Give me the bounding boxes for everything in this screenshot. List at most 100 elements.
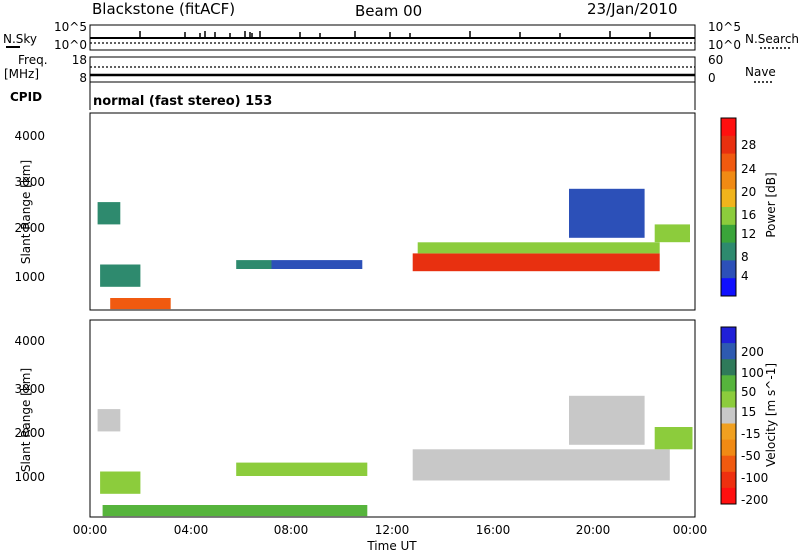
colorbar-swatch <box>721 455 736 473</box>
freq-tick-bottom: 8 <box>79 71 87 85</box>
velocity-ylabel: Slant Range [km] <box>19 368 33 472</box>
velocity-ytick-3000: 3000 <box>14 382 45 396</box>
power-colorbar <box>721 118 736 297</box>
power-colorbar-label: Power [dB] <box>764 172 778 237</box>
power-ylabel: Slant Range [km] <box>19 160 33 264</box>
velocity-panel-frame <box>89 319 696 518</box>
velocity-colorbar-label: Velocity [m s^-1] <box>764 363 778 467</box>
velocity-ytick-4000: 4000 <box>14 334 45 348</box>
noise-left-tick-top: 10^5 <box>54 20 87 34</box>
noise-spikes <box>139 31 651 38</box>
colorbar-swatch <box>721 189 736 208</box>
colorbar-swatch <box>721 153 736 172</box>
colorbar-swatch <box>721 391 736 408</box>
xtick-1200: 12:00 <box>375 523 410 537</box>
colorbar-swatch <box>721 260 736 279</box>
power-region <box>236 260 272 269</box>
power-cbar-tick-16: 16 <box>741 208 756 222</box>
cpid-value: normal (fast stereo) 153 <box>93 94 272 109</box>
power-panel-frame <box>89 112 696 311</box>
velocity-ytick-2000: 2000 <box>14 426 45 440</box>
velocity-cbar-tick-15: 15 <box>741 405 756 419</box>
colorbar-swatch <box>721 171 736 190</box>
colorbar-swatch <box>721 224 736 244</box>
velocity-ytick-1000: 1000 <box>14 470 45 484</box>
freq-panel: Freq. [MHz] 18 8 60 0 Nave <box>4 53 776 85</box>
power-region <box>100 264 141 287</box>
velocity-region <box>412 449 670 481</box>
xlabel: Time UT <box>366 539 417 553</box>
velocity-cbar-tick-50: 50 <box>741 385 756 399</box>
colorbar-swatch <box>721 471 736 489</box>
velocity-cbar-tick-n50: -50 <box>741 449 761 463</box>
velocity-cbar-tick-n200: -200 <box>741 493 768 507</box>
power-region <box>417 242 660 254</box>
power-panel: 1000 2000 3000 4000 Slant Range [km] 28 … <box>14 112 778 311</box>
colorbar-swatch <box>721 135 736 155</box>
colorbar-swatch <box>721 375 736 392</box>
noise-sky-label: N.Sky <box>3 32 37 46</box>
velocity-region <box>102 505 368 517</box>
freq-panel-frame <box>89 56 696 83</box>
beam-title: Beam 00 <box>355 2 422 20</box>
xtick-2000: 20:00 <box>576 523 611 537</box>
velocity-region <box>654 427 693 450</box>
colorbar-swatch <box>721 359 736 376</box>
velocity-cbar-tick-100: 100 <box>741 366 764 380</box>
power-cbar-tick-28: 28 <box>741 138 756 152</box>
date-title: 23/Jan/2010 <box>587 0 678 18</box>
velocity-region <box>236 462 368 476</box>
power-cbar-tick-20: 20 <box>741 185 756 199</box>
xtick-0000-start: 00:00 <box>73 523 108 537</box>
power-region <box>97 202 121 225</box>
velocity-cbar-tick-n100: -100 <box>741 471 768 485</box>
power-data <box>97 188 690 310</box>
colorbar-swatch <box>721 242 736 261</box>
nave-tick-bottom: 0 <box>708 71 716 85</box>
cpid-label: CPID <box>10 90 42 104</box>
noise-search-label: N.Search <box>745 32 799 46</box>
colorbar-swatch <box>721 327 736 344</box>
nave-tick-top: 60 <box>708 53 723 67</box>
station-title: Blackstone (fitACF) <box>92 0 235 18</box>
power-colorbar-frame <box>720 117 737 297</box>
velocity-cbar-tick-200: 200 <box>741 345 764 359</box>
nave-label: Nave <box>745 65 776 79</box>
colorbar-swatch <box>721 487 736 505</box>
velocity-data <box>97 395 693 517</box>
xtick-1600: 16:00 <box>476 523 511 537</box>
freq-label: Freq. <box>18 53 48 67</box>
power-ytick-2000: 2000 <box>14 221 45 235</box>
colorbar-swatch <box>721 423 736 441</box>
velocity-colorbar-frame <box>720 326 737 505</box>
power-cbar-tick-4: 4 <box>741 269 749 283</box>
velocity-panel: 1000 2000 3000 4000 Slant Range [km] 00:… <box>14 319 778 553</box>
xtick-0000-end: 00:00 <box>673 523 708 537</box>
noise-right-tick-top: 10^5 <box>708 20 741 34</box>
noise-left-tick-bottom: 10^0 <box>54 38 87 52</box>
freq-tick-top: 18 <box>72 53 87 67</box>
power-region <box>110 298 171 310</box>
velocity-cbar-tick-n15: -15 <box>741 427 761 441</box>
noise-right-tick-bottom: 10^0 <box>708 38 741 52</box>
power-region <box>271 260 363 269</box>
power-region <box>654 224 690 243</box>
power-region <box>569 188 645 238</box>
power-ytick-3000: 3000 <box>14 175 45 189</box>
velocity-region <box>100 471 141 494</box>
power-cbar-tick-8: 8 <box>741 250 749 264</box>
power-cbar-tick-12: 12 <box>741 227 756 241</box>
colorbar-swatch <box>721 118 736 137</box>
xtick-0400: 04:00 <box>174 523 209 537</box>
velocity-region <box>569 395 645 445</box>
power-cbar-tick-24: 24 <box>741 162 756 176</box>
xtick-0800: 08:00 <box>274 523 309 537</box>
velocity-region <box>97 409 121 432</box>
colorbar-swatch <box>721 343 736 360</box>
colorbar-swatch <box>721 439 736 457</box>
power-ytick-1000: 1000 <box>14 270 45 284</box>
freq-unit-label: [MHz] <box>4 67 39 81</box>
colorbar-swatch <box>721 278 736 297</box>
